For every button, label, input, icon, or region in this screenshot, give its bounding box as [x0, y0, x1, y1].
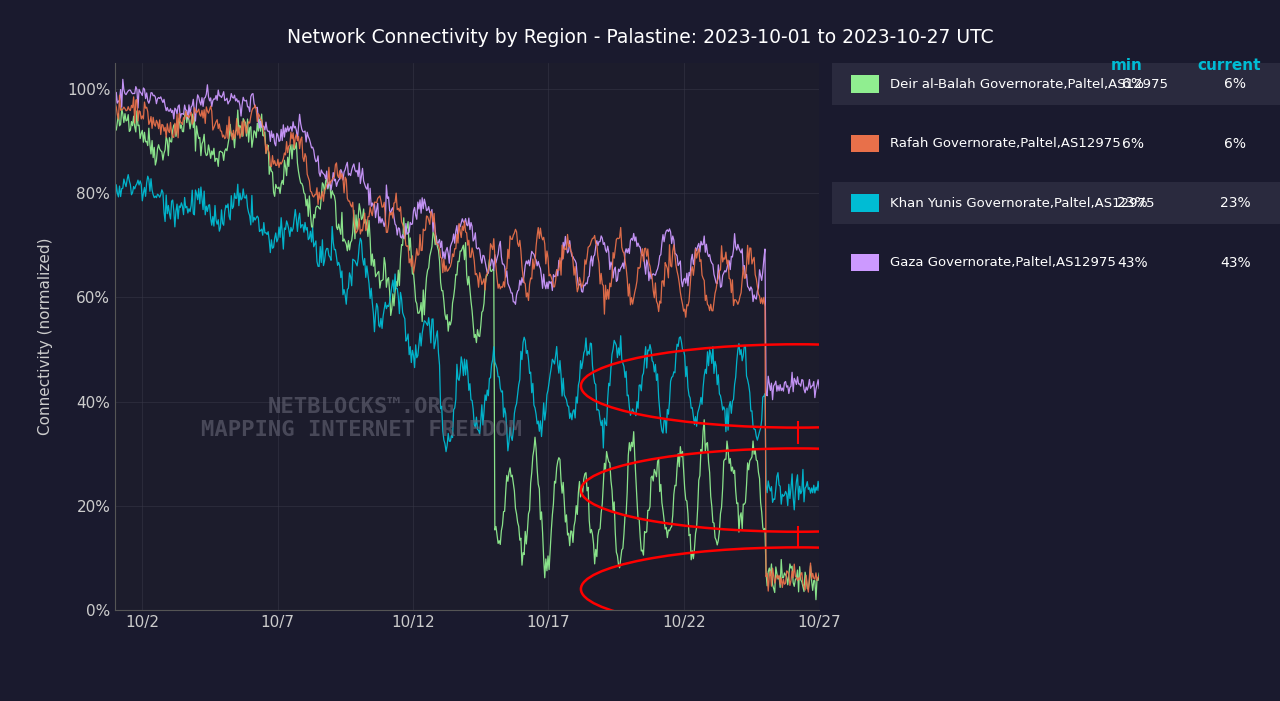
Text: Khan Yunis Governorate,Paltel,AS12975: Khan Yunis Governorate,Paltel,AS12975 — [890, 197, 1155, 210]
Text: 6%: 6% — [1224, 77, 1247, 91]
Text: 43%: 43% — [1117, 256, 1148, 270]
Text: Network Connectivity by Region - Palastine: 2023-10-01 to 2023-10-27 UTC: Network Connectivity by Region - Palasti… — [287, 28, 993, 47]
Text: Deir al-Balah Governorate,Paltel,AS12975: Deir al-Balah Governorate,Paltel,AS12975 — [890, 78, 1167, 90]
Text: 6%: 6% — [1224, 137, 1247, 151]
Text: current: current — [1197, 58, 1261, 73]
Text: Gaza Governorate,Paltel,AS12975: Gaza Governorate,Paltel,AS12975 — [890, 257, 1115, 269]
Text: min: min — [1111, 58, 1142, 73]
Text: 6%: 6% — [1121, 77, 1144, 91]
Text: 23%: 23% — [1220, 196, 1251, 210]
Text: 43%: 43% — [1220, 256, 1251, 270]
Text: 23%: 23% — [1117, 196, 1148, 210]
Text: Rafah Governorate,Paltel,AS12975: Rafah Governorate,Paltel,AS12975 — [890, 137, 1120, 150]
Text: 6%: 6% — [1121, 137, 1144, 151]
Y-axis label: Connectivity (normalized): Connectivity (normalized) — [38, 238, 52, 435]
Text: NETBLOCKS™.ORG
MAPPING INTERNET FREEDOM: NETBLOCKS™.ORG MAPPING INTERNET FREEDOM — [201, 397, 522, 440]
